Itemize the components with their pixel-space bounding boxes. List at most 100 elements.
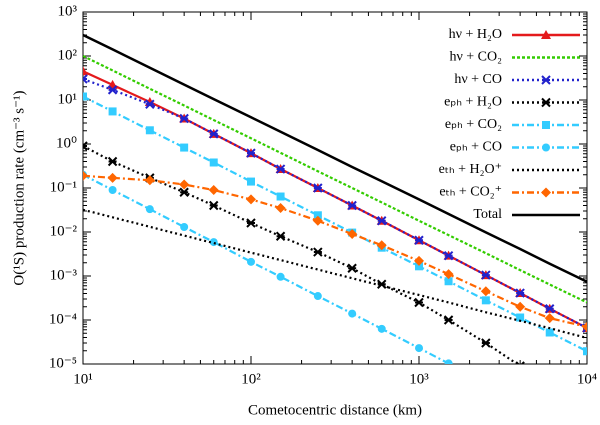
marker bbox=[347, 229, 358, 240]
series-line bbox=[83, 145, 520, 364]
marker bbox=[246, 148, 256, 158]
marker bbox=[516, 313, 525, 322]
marker bbox=[546, 380, 554, 388]
y-tick-label: 10⁻³ bbox=[50, 267, 78, 283]
marker bbox=[542, 121, 550, 129]
marker bbox=[144, 175, 155, 186]
legend-label: eₚₕ + H₂O bbox=[444, 95, 502, 110]
marker bbox=[481, 338, 491, 348]
marker bbox=[545, 304, 555, 314]
marker bbox=[83, 66, 88, 76]
x-tick-label: 10² bbox=[241, 371, 261, 387]
marker bbox=[583, 347, 587, 356]
marker bbox=[276, 272, 285, 281]
legend-label: eₚₕ + CO₂ bbox=[445, 117, 502, 132]
marker bbox=[443, 269, 454, 280]
x-tick-label: 10³ bbox=[409, 371, 429, 387]
legend-label: eₚₕ + CO bbox=[450, 140, 502, 155]
marker bbox=[209, 158, 218, 167]
marker bbox=[247, 257, 255, 266]
marker bbox=[481, 296, 490, 305]
marker bbox=[209, 238, 218, 247]
y-tick-label: 10¹ bbox=[58, 91, 78, 107]
marker bbox=[480, 286, 491, 297]
marker bbox=[376, 240, 387, 251]
plot-area bbox=[83, 33, 591, 420]
marker bbox=[313, 211, 322, 220]
series-line bbox=[83, 70, 587, 329]
series-line bbox=[83, 95, 587, 353]
marker bbox=[208, 185, 219, 196]
marker bbox=[209, 200, 219, 211]
marker bbox=[414, 235, 424, 245]
marker bbox=[443, 315, 454, 325]
marker bbox=[246, 218, 256, 228]
marker bbox=[377, 324, 386, 333]
marker bbox=[108, 107, 117, 116]
marker bbox=[542, 143, 550, 152]
y-tick-label: 10⁰ bbox=[56, 135, 77, 151]
series-line bbox=[83, 174, 587, 328]
marker bbox=[541, 75, 551, 85]
legend-label: Total bbox=[473, 207, 502, 222]
legend-label: eₜₕ + H₂O⁺ bbox=[439, 162, 502, 177]
marker bbox=[313, 247, 323, 257]
marker bbox=[83, 170, 88, 181]
marker bbox=[145, 99, 155, 109]
marker bbox=[377, 216, 387, 226]
marker bbox=[515, 361, 525, 364]
series-line bbox=[83, 208, 587, 340]
marker bbox=[180, 143, 189, 152]
marker bbox=[83, 74, 88, 84]
marker bbox=[179, 179, 190, 190]
plot-frame bbox=[82, 11, 588, 365]
marker bbox=[276, 192, 285, 201]
legend-label: hν + CO bbox=[454, 72, 502, 87]
series-line bbox=[83, 77, 587, 329]
marker bbox=[541, 187, 551, 198]
marker bbox=[107, 172, 118, 183]
marker bbox=[541, 97, 551, 108]
marker bbox=[247, 177, 255, 186]
y-tick-label: 10² bbox=[58, 47, 78, 63]
marker bbox=[481, 270, 491, 280]
marker bbox=[415, 344, 423, 353]
y-tick-label: 10⁻⁵ bbox=[49, 355, 77, 371]
y-axis-label: O(¹S) production rate (cm⁻³ s⁻¹) bbox=[11, 90, 27, 285]
marker bbox=[545, 328, 554, 337]
marker bbox=[515, 288, 525, 298]
series-line bbox=[83, 33, 587, 283]
marker bbox=[444, 277, 453, 286]
marker bbox=[179, 187, 189, 197]
x-tick-label: 10⁴ bbox=[577, 371, 597, 387]
marker bbox=[313, 292, 322, 301]
marker bbox=[275, 203, 286, 214]
y-tick-label: 10⁻¹ bbox=[50, 179, 77, 195]
marker bbox=[414, 297, 424, 308]
marker bbox=[83, 141, 88, 151]
legend-label: hν + CO₂ bbox=[449, 50, 502, 65]
marker bbox=[414, 255, 424, 266]
marker bbox=[583, 404, 591, 412]
series-line bbox=[83, 55, 587, 304]
marker bbox=[541, 30, 551, 39]
y-tick-label: 10⁻⁴ bbox=[49, 311, 77, 327]
marker bbox=[209, 129, 219, 139]
marker bbox=[348, 309, 357, 318]
marker bbox=[313, 183, 323, 193]
marker bbox=[246, 194, 256, 205]
marker bbox=[544, 313, 555, 324]
marker bbox=[415, 262, 423, 271]
marker bbox=[347, 263, 357, 273]
marker bbox=[546, 412, 554, 420]
marker bbox=[582, 321, 587, 332]
x-tick-label: 10¹ bbox=[73, 371, 93, 387]
marker bbox=[443, 250, 454, 261]
legend-label: hν + H₂O bbox=[449, 27, 502, 42]
marker bbox=[145, 126, 154, 135]
marker bbox=[516, 396, 524, 404]
y-tick-label: 10⁻² bbox=[50, 223, 78, 239]
marker bbox=[107, 85, 118, 95]
marker bbox=[312, 215, 323, 226]
marker bbox=[515, 301, 526, 312]
